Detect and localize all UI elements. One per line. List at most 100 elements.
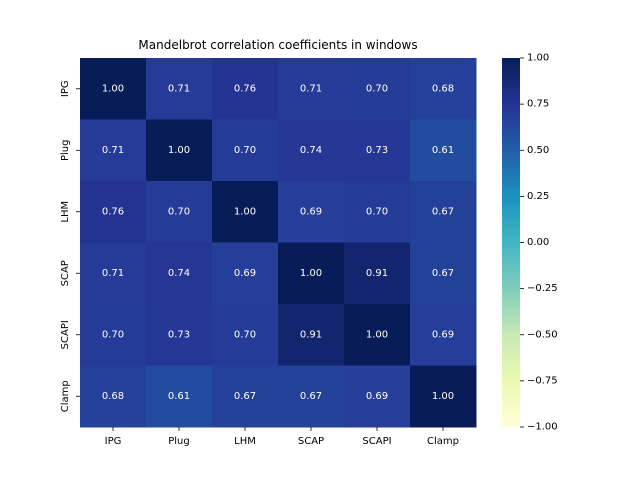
- y-tick-label: SCAP: [60, 260, 71, 286]
- heatmap-cell-SCAPI-LHM: [212, 304, 279, 366]
- heatmap-cell-SCAPI-SCAPI: [344, 304, 411, 366]
- cell-value-label: 0.74: [168, 268, 190, 279]
- heatmap-cell-Plug-Plug: [146, 119, 213, 182]
- cell-value-label: 0.71: [102, 268, 124, 279]
- heatmap-cell-LHM-SCAP: [278, 181, 345, 243]
- x-tick-label: Clamp: [427, 436, 459, 447]
- cell-value-label: 0.70: [168, 206, 190, 217]
- cell-value-label: 1.00: [432, 391, 454, 402]
- heatmap-cell-SCAPI-Clamp: [410, 304, 477, 366]
- heatmap-cell-Plug-LHM: [212, 119, 279, 182]
- cell-value-label: 0.67: [234, 391, 256, 402]
- heatmap-cell-SCAP-IPG: [80, 242, 147, 305]
- x-tick-label: IPG: [105, 436, 122, 447]
- cell-value-label: 0.91: [300, 329, 322, 340]
- colorbar-tick-label: 0.00: [527, 237, 549, 248]
- heatmap-cell-IPG-SCAP: [278, 58, 345, 120]
- colorbar-tick-label: −0.50: [527, 329, 558, 340]
- cell-value-label: 0.73: [168, 329, 190, 340]
- x-tick-label: SCAPI: [362, 436, 391, 447]
- heatmap-cell-SCAP-SCAP: [278, 242, 345, 305]
- cell-value-label: 0.71: [102, 145, 124, 156]
- cell-value-label: 0.71: [300, 83, 322, 94]
- cell-value-label: 1.00: [102, 83, 124, 94]
- x-tick-label: Plug: [168, 436, 190, 447]
- cell-value-label: 0.76: [102, 206, 124, 217]
- heatmap-cell-Clamp-Clamp: [410, 365, 477, 428]
- heatmap-cell-SCAPI-SCAP: [278, 304, 345, 366]
- cell-value-label: 0.68: [432, 83, 454, 94]
- heatmap-cell-SCAP-LHM: [212, 242, 279, 305]
- cell-value-label: 0.69: [300, 206, 322, 217]
- heatmap-cell-LHM-LHM: [212, 181, 279, 243]
- heatmap-cell-Clamp-Plug: [146, 365, 213, 428]
- y-tick-label: Plug: [60, 140, 71, 162]
- heatmap-cell-SCAP-Clamp: [410, 242, 477, 305]
- cell-value-label: 0.91: [366, 268, 388, 279]
- x-axis: IPG Plug LHM SCAP SCAPI Clamp: [105, 427, 459, 447]
- chart-title: Mandelbrot correlation coefficients in w…: [138, 38, 417, 52]
- heatmap-cell-LHM-Plug: [146, 181, 213, 243]
- cell-value-label: 0.70: [234, 145, 256, 156]
- cell-value-label: 0.67: [432, 206, 454, 217]
- heatmap-cell-IPG-LHM: [212, 58, 279, 120]
- cell-value-label: 0.61: [168, 391, 190, 402]
- heatmap-cell-LHM-SCAPI: [344, 181, 411, 243]
- x-tick-label: SCAP: [298, 436, 324, 447]
- colorbar-tick-label: 1.00: [527, 53, 549, 64]
- cell-value-label: 1.00: [168, 145, 190, 156]
- cell-value-label: 0.69: [234, 268, 256, 279]
- cell-value-label: 0.68: [102, 391, 124, 402]
- heatmap-cell-Clamp-SCAPI: [344, 365, 411, 428]
- colorbar-gradient: [502, 58, 520, 427]
- heatmap-cell-Plug-SCAP: [278, 119, 345, 182]
- y-tick-label: Clamp: [60, 380, 71, 412]
- heatmap-cell-Clamp-LHM: [212, 365, 279, 428]
- cell-value-label: 1.00: [366, 329, 388, 340]
- cell-value-label: 0.70: [366, 206, 388, 217]
- x-tick-label: LHM: [234, 436, 256, 447]
- heatmap-cell-IPG-IPG: [80, 58, 147, 120]
- colorbar: 1.00 0.75 0.50 0.25 0.00 −0.25 −0.50 −0.75 −1.00: [502, 53, 558, 433]
- cell-value-label: 0.67: [432, 268, 454, 279]
- heatmap-cells: 1.00 0.71 0.76 0.71 0.70 0.68 0.71 1.00 0.70 0.74…: [80, 58, 477, 428]
- colorbar-tick-label: 0.50: [527, 145, 549, 156]
- cell-value-label: 0.73: [366, 145, 388, 156]
- y-axis: IPG Plug LHM SCAP SCAPI Clamp: [60, 80, 80, 412]
- heatmap-cell-IPG-Clamp: [410, 58, 477, 120]
- colorbar-tick-label: 0.25: [527, 191, 549, 202]
- cell-value-label: 0.70: [234, 329, 256, 340]
- heatmap-cell-LHM-Clamp: [410, 181, 477, 243]
- colorbar-tick-label: −1.00: [527, 422, 558, 433]
- cell-value-label: 0.70: [366, 83, 388, 94]
- y-tick-label: LHM: [60, 201, 71, 223]
- cell-value-label: 0.69: [366, 391, 388, 402]
- cell-value-label: 0.69: [432, 329, 454, 340]
- cell-value-label: 0.74: [300, 145, 322, 156]
- heatmap-cell-IPG-SCAPI: [344, 58, 411, 120]
- heatmap-cell-Clamp-IPG: [80, 365, 147, 428]
- cell-value-label: 1.00: [234, 206, 256, 217]
- y-tick-label: IPG: [60, 80, 71, 97]
- cell-value-label: 0.67: [300, 391, 322, 402]
- heatmap-cell-SCAPI-IPG: [80, 304, 147, 366]
- heatmap-cell-Plug-SCAPI: [344, 119, 411, 182]
- heatmap-cell-SCAPI-Plug: [146, 304, 213, 366]
- cell-value-label: 0.71: [168, 83, 190, 94]
- y-tick-label: SCAPI: [60, 320, 71, 349]
- cell-value-label: 0.61: [432, 145, 454, 156]
- cell-value-label: 0.70: [102, 329, 124, 340]
- colorbar-tick-label: −0.75: [527, 375, 558, 386]
- heatmap-cell-IPG-Plug: [146, 58, 213, 120]
- heatmap-cell-SCAP-Plug: [146, 242, 213, 305]
- heatmap-cell-Plug-Clamp: [410, 119, 477, 182]
- colorbar-tick-label: 0.75: [527, 99, 549, 110]
- heatmap-cell-SCAP-SCAPI: [344, 242, 411, 305]
- heatmap-cell-Plug-IPG: [80, 119, 147, 182]
- heatmap-cell-Clamp-SCAP: [278, 365, 345, 428]
- cell-value-label: 0.76: [234, 83, 256, 94]
- heatmap-cell-LHM-IPG: [80, 181, 147, 243]
- colorbar-tick-label: −0.25: [527, 283, 558, 294]
